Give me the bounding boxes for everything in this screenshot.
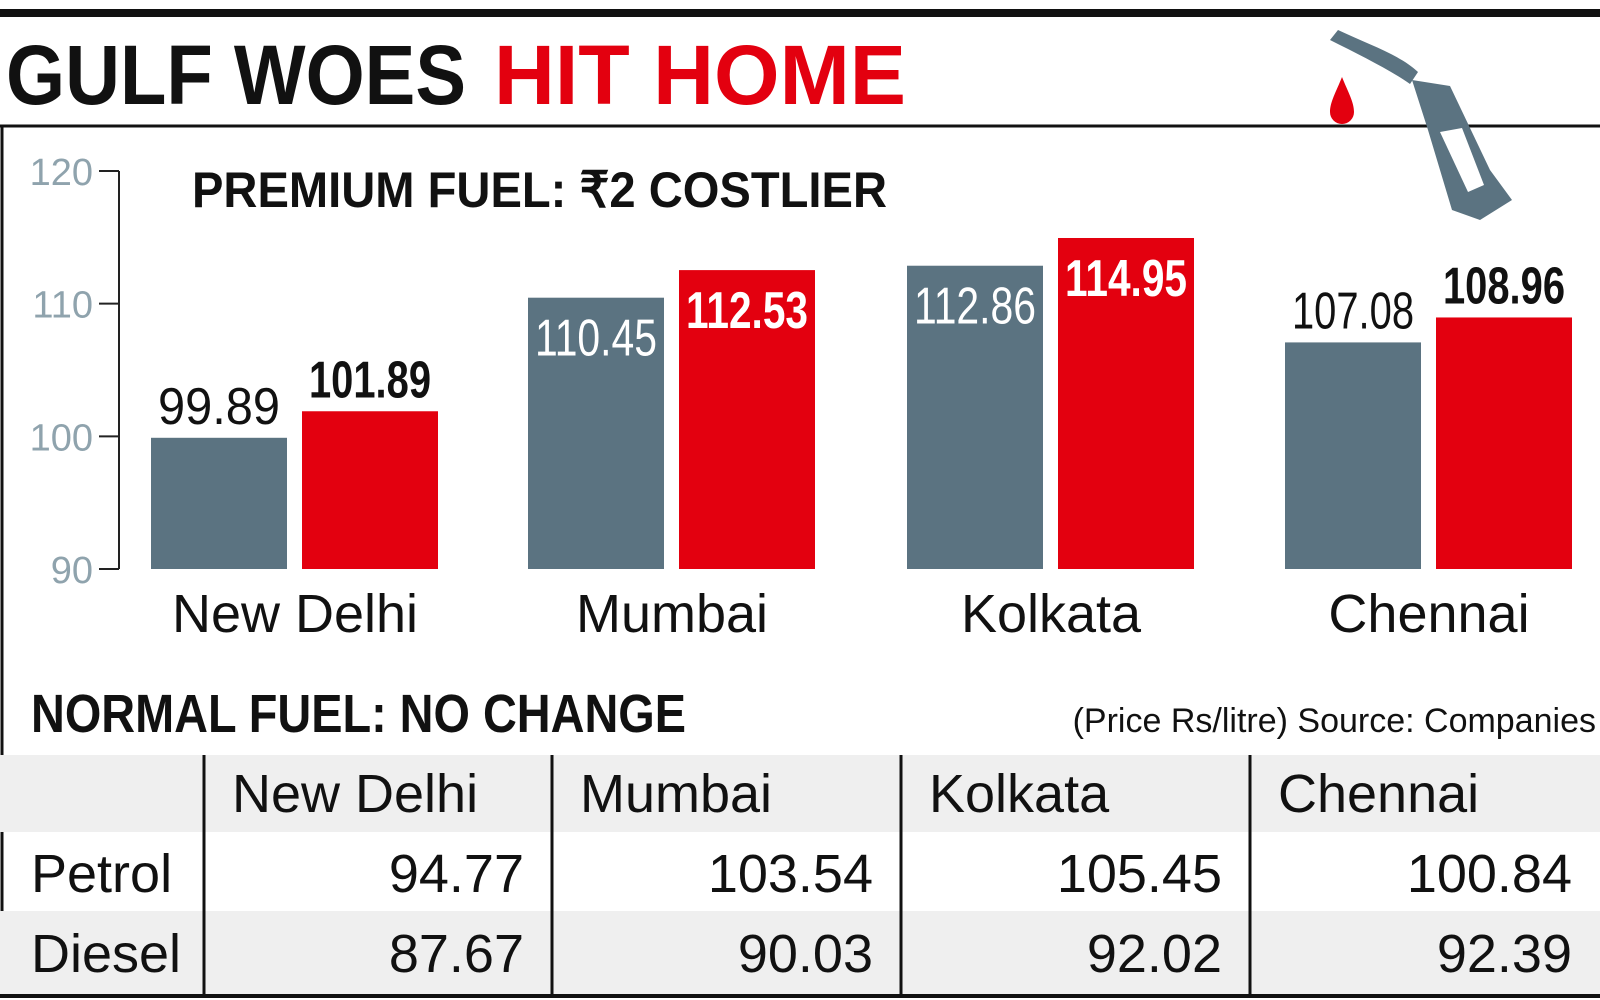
bar	[1058, 237, 1194, 569]
bar	[528, 297, 664, 569]
x-tick-label: Kolkata	[961, 584, 1142, 644]
bar	[151, 437, 287, 569]
chart-title: PREMIUM FUEL: ₹2 COSTLIER	[192, 162, 887, 218]
table-cell: 92.02	[1087, 924, 1222, 984]
table-caption: NORMAL FUEL: NO CHANGE	[31, 684, 686, 744]
nozzle-pipe	[1330, 30, 1418, 84]
table: New Delhi Mumbai Kolkata Chennai Petrol 94.77…	[0, 755, 1600, 994]
table-cell: 105.45	[1057, 844, 1222, 904]
table-header: Kolkata	[929, 764, 1110, 824]
value-label: 112.53	[686, 282, 808, 340]
bar	[1436, 317, 1572, 569]
x-tick-label: Mumbai	[576, 584, 768, 644]
value-label: 114.95	[1065, 250, 1187, 308]
value-label: 108.96	[1443, 257, 1565, 315]
nozzle-grip	[1440, 128, 1484, 192]
value-label: 110.45	[535, 310, 657, 368]
value-label: 99.89	[158, 378, 280, 436]
value-label: 107.08	[1292, 282, 1414, 340]
title: GULF WOES	[6, 28, 466, 122]
top-rule	[0, 9, 1600, 17]
y-tick-label: 100	[30, 417, 93, 459]
x-tick-label: Chennai	[1328, 584, 1529, 644]
value-label: 112.86	[914, 278, 1036, 336]
row-bg	[0, 911, 1600, 994]
bar	[302, 411, 438, 569]
bar	[679, 270, 815, 569]
table-cell: 94.77	[389, 844, 524, 904]
table-cell: 103.54	[708, 844, 873, 904]
source-note: (Price Rs/litre) Source: Companies	[1073, 702, 1596, 740]
table-cell: 90.03	[738, 924, 873, 984]
table-cell: 100.84	[1407, 844, 1572, 904]
value-label: 101.89	[309, 351, 431, 409]
drop	[1330, 77, 1354, 124]
row-label: Diesel	[31, 924, 181, 984]
table-cell: 87.67	[389, 924, 524, 984]
y-tick-label: 120	[30, 152, 93, 194]
table-header: New Delhi	[232, 764, 478, 824]
bar	[1285, 342, 1421, 569]
y-tick-label: 110	[32, 285, 93, 327]
table-cell: 92.39	[1437, 924, 1572, 984]
y-tick-label: 90	[51, 550, 93, 592]
row-label: Petrol	[31, 844, 172, 904]
header-row-bg	[0, 755, 1600, 832]
bar	[907, 265, 1043, 569]
table-header: Mumbai	[580, 764, 772, 824]
title-highlight: HIT HOME	[494, 28, 906, 122]
table-header: Chennai	[1278, 764, 1479, 824]
x-tick-label: New Delhi	[172, 584, 418, 644]
fuel-nozzle-icon	[1330, 30, 1512, 220]
